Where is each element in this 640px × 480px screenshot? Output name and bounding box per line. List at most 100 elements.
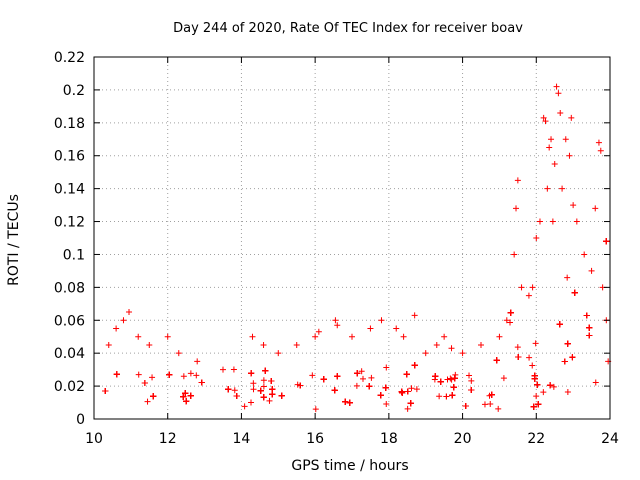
y-tick-label: 0.08 bbox=[54, 280, 85, 296]
data-point bbox=[526, 354, 533, 361]
data-point bbox=[225, 386, 232, 393]
data-point bbox=[553, 83, 560, 90]
x-tick-label: 14 bbox=[233, 431, 251, 447]
data-point bbox=[120, 317, 127, 324]
data-point bbox=[583, 312, 590, 319]
data-point bbox=[588, 267, 595, 274]
data-point bbox=[514, 177, 521, 184]
data-point bbox=[468, 386, 475, 393]
data-point bbox=[408, 385, 415, 392]
data-point bbox=[220, 366, 226, 373]
data-point bbox=[135, 333, 142, 340]
data-point bbox=[332, 317, 339, 324]
data-point bbox=[518, 284, 525, 291]
y-tick-label: 0.18 bbox=[54, 116, 85, 132]
data-point bbox=[549, 218, 556, 225]
data-point bbox=[597, 147, 604, 154]
data-point bbox=[459, 350, 466, 357]
data-point bbox=[586, 332, 593, 339]
data-point bbox=[478, 341, 484, 348]
y-tick-label: 0.2 bbox=[63, 83, 85, 99]
data-point bbox=[187, 370, 194, 377]
data-point bbox=[358, 368, 365, 375]
data-point bbox=[198, 379, 205, 386]
data-point bbox=[493, 357, 500, 364]
data-point bbox=[573, 218, 580, 225]
data-point bbox=[544, 185, 551, 192]
y-tick-label: 0.06 bbox=[54, 313, 85, 329]
data-point bbox=[175, 350, 182, 357]
data-point bbox=[411, 362, 418, 369]
y-tick-label: 0.1 bbox=[63, 247, 85, 263]
data-point bbox=[342, 398, 349, 405]
data-point bbox=[488, 391, 495, 398]
data-point bbox=[309, 372, 316, 379]
data-point bbox=[487, 400, 494, 407]
data-point bbox=[466, 372, 473, 379]
data-point bbox=[180, 393, 187, 400]
y-axis-label: ROTI / TECUs bbox=[6, 194, 22, 286]
data-point bbox=[248, 370, 255, 377]
data-point bbox=[393, 325, 400, 332]
data-point bbox=[312, 333, 319, 340]
data-point bbox=[496, 333, 503, 340]
data-point bbox=[422, 350, 429, 357]
data-point bbox=[182, 390, 189, 397]
data-point bbox=[533, 235, 540, 241]
data-point bbox=[194, 358, 201, 365]
data-point bbox=[149, 374, 156, 381]
data-point bbox=[540, 389, 547, 396]
data-point bbox=[592, 379, 599, 386]
data-point bbox=[312, 406, 319, 413]
data-point bbox=[102, 387, 109, 394]
data-point bbox=[293, 341, 300, 348]
data-point bbox=[503, 317, 510, 324]
data-point bbox=[187, 392, 194, 399]
data-point bbox=[511, 251, 518, 258]
data-point bbox=[556, 321, 563, 328]
data-point bbox=[551, 160, 558, 167]
x-axis-label: GPS time / hours bbox=[291, 458, 408, 474]
data-point bbox=[260, 341, 267, 348]
data-point bbox=[297, 382, 304, 389]
x-tick-label: 20 bbox=[454, 431, 472, 447]
data-point bbox=[548, 136, 555, 143]
data-point bbox=[413, 386, 420, 393]
data-point bbox=[250, 380, 257, 387]
data-point bbox=[531, 375, 538, 382]
data-point bbox=[144, 398, 151, 405]
data-point bbox=[404, 388, 411, 395]
data-point bbox=[546, 144, 553, 151]
y-tick-labels: 0 0.02 0.04 0.06 0.08 0.1 0.12 0.14 0.16 0.18 0.2 0… bbox=[54, 50, 85, 428]
x-tick-label: 10 bbox=[85, 431, 103, 447]
data-point bbox=[113, 371, 120, 378]
data-point bbox=[468, 377, 475, 384]
data-point bbox=[141, 379, 148, 386]
data-point bbox=[334, 322, 341, 329]
data-point bbox=[377, 392, 384, 399]
x-tick-labels: 10 12 14 16 18 20 22 24 bbox=[85, 431, 619, 447]
data-point bbox=[444, 376, 451, 383]
data-point bbox=[404, 405, 411, 412]
data-point bbox=[349, 333, 355, 340]
data-point bbox=[529, 284, 536, 291]
data-point bbox=[113, 325, 120, 332]
data-point bbox=[530, 403, 537, 410]
x-tick-label: 24 bbox=[601, 431, 619, 447]
y-tick-label: 0.22 bbox=[54, 50, 85, 66]
data-point bbox=[536, 218, 543, 225]
data-point bbox=[257, 387, 264, 394]
data-point bbox=[275, 350, 282, 357]
data-point bbox=[180, 373, 187, 380]
data-point bbox=[432, 373, 439, 380]
data-point bbox=[570, 202, 577, 209]
data-point bbox=[566, 152, 573, 159]
data-point bbox=[241, 403, 248, 410]
y-tick-label: 0.14 bbox=[54, 182, 85, 198]
data-point bbox=[248, 399, 255, 406]
data-point bbox=[561, 358, 568, 365]
x-tick-label: 16 bbox=[306, 431, 324, 447]
data-point bbox=[571, 289, 578, 296]
data-point bbox=[433, 341, 440, 348]
data-point bbox=[564, 274, 571, 281]
